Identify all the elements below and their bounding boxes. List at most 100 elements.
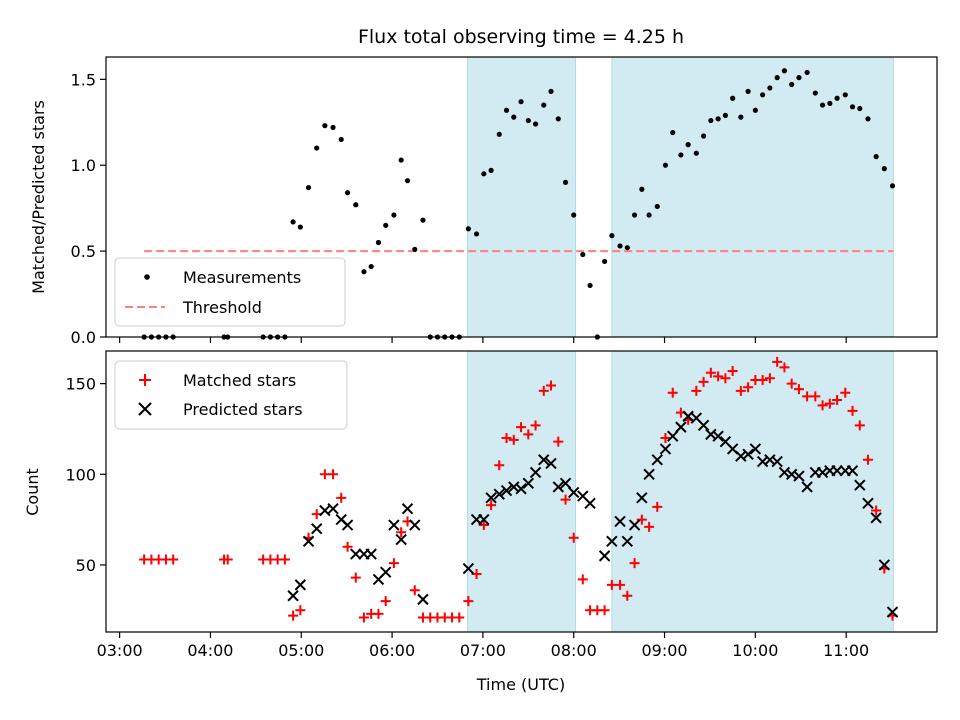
x-tick-label: 07:00 bbox=[460, 641, 506, 660]
x-axis-label: Time (UTC) bbox=[476, 675, 565, 694]
x-tick-label: 04:00 bbox=[187, 641, 233, 660]
bottom-panel: 03:00 04:00 05:00 06:00 07:00 08:00 09:00 10:00… bbox=[23, 350, 938, 694]
matched-star-point bbox=[358, 612, 369, 623]
measurement-point bbox=[580, 251, 586, 258]
measurement-point bbox=[314, 145, 320, 151]
measurement-point bbox=[646, 212, 652, 218]
bottom-plot-frame bbox=[105, 350, 938, 633]
matched-star-point bbox=[295, 605, 306, 616]
predicted-star-point bbox=[878, 559, 891, 571]
measurement-point bbox=[587, 282, 593, 289]
legend-threshold-label: Threshold bbox=[182, 298, 262, 317]
measurement-point bbox=[412, 246, 418, 252]
shaded-interval-0 bbox=[466, 56, 577, 338]
measurement-point bbox=[481, 171, 487, 177]
top-panel: 0.0 0.5 1.0 1.5 Matched/Predicted stars Mea… bbox=[29, 56, 938, 347]
predicted-star-point bbox=[862, 497, 874, 509]
measurement-point bbox=[375, 239, 382, 246]
x-tick-label: 11:00 bbox=[823, 641, 869, 660]
measurement-point bbox=[715, 116, 721, 122]
matched-star-point bbox=[691, 385, 702, 396]
predicted-star-point bbox=[742, 448, 754, 461]
matched-star-point bbox=[636, 514, 647, 525]
measurement-point bbox=[730, 95, 736, 101]
predicted-star-point bbox=[628, 519, 641, 531]
top-ticks: 0.0 0.5 1.0 1.5 bbox=[71, 70, 847, 347]
predicted-star-point bbox=[659, 443, 672, 455]
measurement-point bbox=[827, 100, 833, 106]
matched-star-point bbox=[840, 387, 851, 398]
y-tick-label: 1.5 bbox=[71, 70, 96, 89]
bottom-legend-box bbox=[114, 360, 348, 430]
matched-star-point bbox=[854, 420, 865, 431]
predicted-star-point bbox=[294, 579, 307, 591]
matched-star-point bbox=[786, 378, 797, 389]
matched-star-point bbox=[698, 376, 709, 387]
predicted-star-point bbox=[485, 492, 497, 504]
matched-star-point bbox=[644, 521, 655, 532]
top-legend-box bbox=[114, 257, 346, 327]
predicted-star-point bbox=[365, 548, 377, 560]
matched-star-point bbox=[454, 612, 465, 623]
matched-star-point bbox=[328, 469, 339, 480]
matched-star-point bbox=[793, 384, 804, 395]
y-tick-label: 150 bbox=[65, 375, 96, 394]
predicted-star-point bbox=[538, 454, 550, 466]
predicted-star-point bbox=[749, 443, 762, 455]
bottom-ticks: 03:00 04:00 05:00 06:00 07:00 08:00 09:00 10:00… bbox=[65, 375, 869, 660]
measurement-point bbox=[518, 99, 524, 105]
matched-star-point bbox=[764, 373, 775, 384]
matched-star-point bbox=[568, 532, 579, 543]
matched-star-point bbox=[463, 596, 474, 607]
predicted-star-point bbox=[545, 457, 557, 470]
matched-star-point bbox=[667, 387, 678, 398]
matched-star-point bbox=[735, 385, 746, 396]
predicted-star-point bbox=[771, 455, 783, 468]
measurement-point bbox=[361, 269, 367, 275]
matched-star-point bbox=[847, 405, 858, 416]
measurement-point bbox=[849, 104, 856, 110]
matched-star-point bbox=[817, 400, 828, 411]
predicted-star-point bbox=[401, 503, 414, 515]
predicted-star-point bbox=[584, 497, 596, 509]
measurement-point bbox=[305, 184, 312, 191]
matched-star-point bbox=[350, 572, 361, 583]
y-tick-label: 0.0 bbox=[71, 328, 96, 347]
measurement-point bbox=[548, 88, 554, 94]
predicted-star-point bbox=[801, 481, 813, 493]
shaded-interval-0 bbox=[466, 350, 577, 633]
predicted-star-point bbox=[614, 515, 626, 528]
measurement-point bbox=[670, 129, 676, 136]
measurement-point bbox=[571, 212, 577, 218]
predicted-star-point bbox=[380, 566, 392, 578]
legend-predicted-marker bbox=[138, 402, 152, 416]
matched-star-point bbox=[486, 500, 497, 511]
predicted-star-point bbox=[697, 419, 710, 432]
matched-stars-points bbox=[139, 356, 898, 623]
predicted-star-point bbox=[310, 522, 323, 535]
measurement-point bbox=[617, 243, 623, 249]
matched-star-point bbox=[288, 610, 299, 621]
matched-star-point bbox=[388, 558, 399, 569]
predicted-star-point bbox=[846, 464, 859, 477]
predicted-star-point bbox=[287, 590, 299, 602]
matched-star-point bbox=[705, 367, 716, 378]
measurement-point bbox=[745, 88, 751, 94]
measurement-point bbox=[774, 75, 780, 81]
measurement-point bbox=[330, 124, 336, 131]
measurement-point bbox=[473, 231, 480, 237]
measurement-point bbox=[881, 166, 887, 172]
measurement-point bbox=[789, 81, 795, 88]
predicted-star-point bbox=[493, 488, 505, 500]
measurement-point bbox=[353, 202, 359, 208]
measurement-point bbox=[290, 219, 296, 225]
matched-star-point bbox=[599, 605, 610, 616]
measurement-point bbox=[338, 136, 344, 143]
predicted-star-point bbox=[606, 535, 618, 548]
matched-star-point bbox=[832, 394, 843, 405]
measurement-point bbox=[781, 68, 788, 74]
matched-star-point bbox=[713, 371, 724, 382]
matched-star-point bbox=[523, 429, 534, 440]
matched-star-point bbox=[824, 398, 835, 409]
